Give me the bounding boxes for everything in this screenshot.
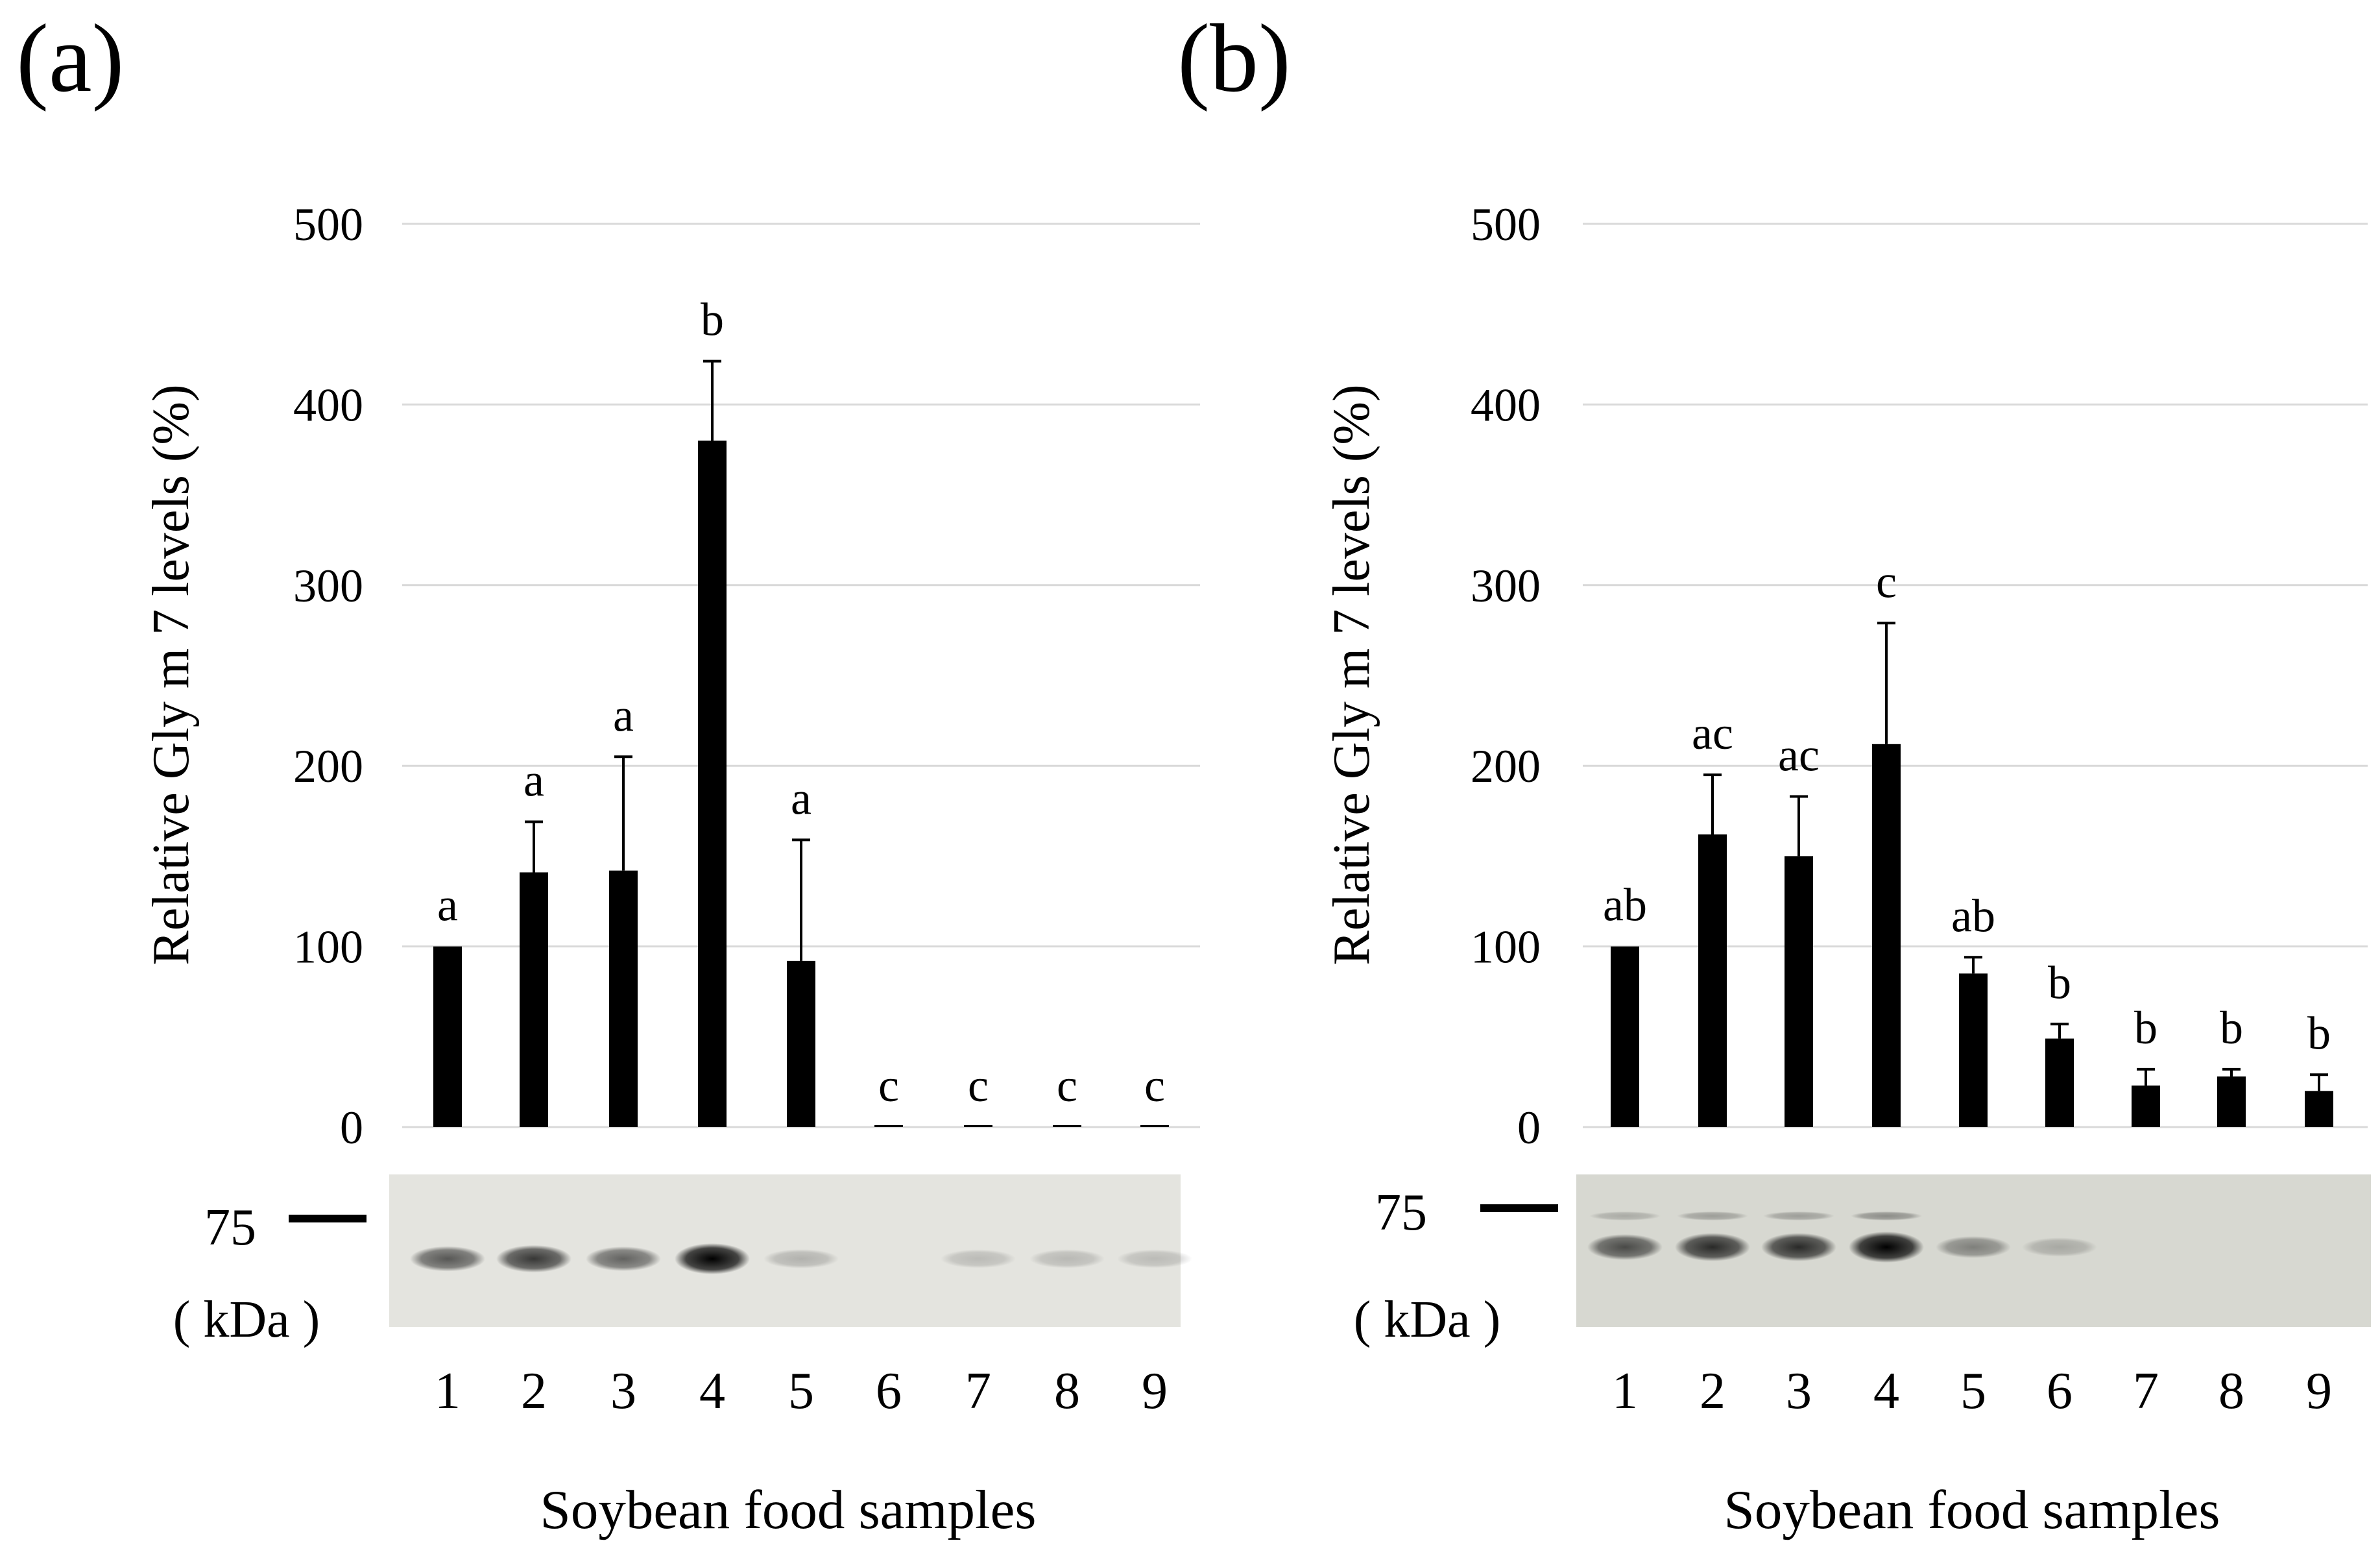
y-tick-label: 200 xyxy=(1471,740,1541,792)
y-tick-label: 100 xyxy=(1471,921,1541,973)
bar xyxy=(2217,1076,2246,1127)
x-tick-label: 9 xyxy=(2306,1363,2332,1420)
y-axis-label: Relative Gly m 7 levels (%) xyxy=(1323,384,1380,965)
significance-letter: c xyxy=(968,1060,989,1111)
x-tick-label: 1 xyxy=(435,1363,461,1420)
bar xyxy=(609,870,638,1127)
x-tick-label: 1 xyxy=(1612,1363,1638,1420)
blot-band xyxy=(1587,1234,1663,1260)
significance-letter: ac xyxy=(1778,729,1820,781)
x-axis-label: Soybean food samples xyxy=(540,1479,1037,1540)
x-tick-label: 9 xyxy=(1142,1363,1168,1420)
blot-band xyxy=(2022,1237,2097,1257)
y-tick-label: 200 xyxy=(293,740,363,792)
blot-band xyxy=(675,1243,750,1274)
significance-letter: b xyxy=(2134,1002,2158,1054)
significance-letter: a xyxy=(791,772,811,824)
bar xyxy=(1785,856,1813,1127)
x-tick-label: 6 xyxy=(876,1363,902,1420)
y-tick-label: 500 xyxy=(293,199,363,250)
chart-panel-b: (b) 0 100 200 300 400 500 Relative Gly m 7 leve… xyxy=(1177,5,2371,1540)
bar xyxy=(1140,1125,1169,1127)
bar xyxy=(1053,1125,1081,1127)
chart-panel-a: (a) 0 100 200 300 400 500 Relative Gly m 7 leve… xyxy=(16,5,1200,1540)
blot-band xyxy=(410,1246,485,1272)
panel-label: (b) xyxy=(1177,5,1291,112)
bar xyxy=(787,960,815,1127)
bar xyxy=(1611,946,1639,1127)
panel-label: (a) xyxy=(16,5,124,112)
significance-letter: a xyxy=(523,755,544,807)
x-tick-label: 3 xyxy=(610,1363,636,1420)
x-tick-label: 4 xyxy=(699,1363,725,1420)
x-tick-label: 3 xyxy=(1786,1363,1812,1420)
y-tick-label: 0 xyxy=(1517,1102,1541,1154)
blot-band-upper xyxy=(1763,1211,1834,1221)
significance-letter: b xyxy=(2048,956,2071,1008)
significance-letter: a xyxy=(613,689,634,741)
bar xyxy=(2305,1091,2333,1127)
significance-letter: c xyxy=(1057,1060,1077,1111)
y-tick-label: 0 xyxy=(340,1102,363,1154)
blot-band-upper xyxy=(1851,1211,1922,1221)
blot-band xyxy=(1761,1233,1836,1261)
blot-band xyxy=(1117,1249,1192,1269)
x-tick-label: 8 xyxy=(1054,1363,1080,1420)
bar xyxy=(520,872,548,1127)
blot-band-upper xyxy=(1589,1211,1661,1221)
bar xyxy=(874,1125,903,1127)
blot-band xyxy=(941,1249,1016,1269)
x-tick-label: 5 xyxy=(1960,1363,1986,1420)
y-tick-label: 300 xyxy=(1471,560,1541,612)
x-tick-label: 5 xyxy=(788,1363,814,1420)
blot-band xyxy=(496,1245,571,1273)
bar xyxy=(1698,834,1727,1127)
bar xyxy=(433,946,462,1127)
marker-label: 75 xyxy=(1375,1184,1427,1241)
bar xyxy=(698,441,727,1127)
significance-letter: c xyxy=(1144,1060,1165,1111)
significance-letter: c xyxy=(878,1060,899,1111)
y-tick-label: 500 xyxy=(1471,199,1541,250)
significance-letter: ab xyxy=(1951,890,1995,941)
significance-letter: ab xyxy=(1603,879,1647,931)
significance-letter: a xyxy=(437,879,458,931)
blot-band xyxy=(1936,1236,2011,1258)
unit-label: ( kDa ) xyxy=(173,1291,320,1348)
y-tick-label: 400 xyxy=(293,379,363,431)
x-tick-label: 2 xyxy=(1700,1363,1725,1420)
unit-label: ( kDa ) xyxy=(1354,1291,1501,1348)
bar xyxy=(1959,973,1988,1127)
blot-band-upper xyxy=(1677,1211,1748,1221)
significance-letter: c xyxy=(1876,555,1897,607)
blot-band xyxy=(1029,1249,1105,1269)
blot-band xyxy=(1675,1233,1750,1261)
x-tick-label: 2 xyxy=(521,1363,547,1420)
y-axis-label: Relative Gly m 7 levels (%) xyxy=(143,384,200,965)
x-tick-label: 8 xyxy=(2218,1363,2244,1420)
significance-letter: b xyxy=(2307,1007,2331,1059)
x-tick-label: 7 xyxy=(965,1363,991,1420)
significance-letter: b xyxy=(2220,1002,2243,1054)
blot-band xyxy=(763,1249,839,1269)
x-tick-label: 6 xyxy=(2047,1363,2073,1420)
blot-band xyxy=(586,1246,661,1271)
x-tick-label: 4 xyxy=(1873,1363,1899,1420)
bar xyxy=(1872,744,1901,1127)
bar xyxy=(964,1125,992,1127)
bar xyxy=(2045,1038,2074,1127)
marker-label: 75 xyxy=(204,1199,256,1256)
y-tick-label: 400 xyxy=(1471,379,1541,431)
y-tick-label: 300 xyxy=(293,560,363,612)
significance-letter: ac xyxy=(1692,707,1733,759)
x-axis-label: Soybean food samples xyxy=(1724,1479,2220,1540)
significance-letter: b xyxy=(701,294,724,346)
bar xyxy=(2132,1085,2160,1127)
y-tick-label: 100 xyxy=(293,921,363,973)
blot-band xyxy=(1849,1232,1924,1263)
x-tick-label: 7 xyxy=(2133,1363,2159,1420)
